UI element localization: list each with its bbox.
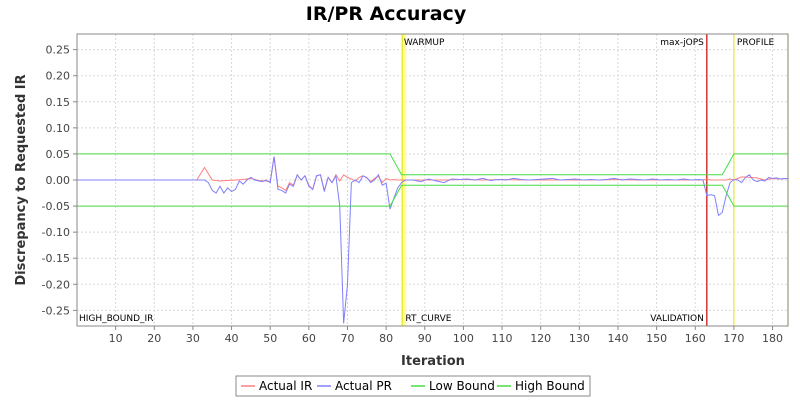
series-line-3	[77, 153, 788, 176]
marker-label-6: HIGH_BOUND_IR	[79, 314, 153, 324]
legend-label-0: Actual IR	[259, 379, 312, 393]
x-tick-label-9: 100	[453, 332, 474, 345]
x-tick-label-17: 180	[762, 332, 783, 345]
x-tick-label-10: 110	[492, 332, 513, 345]
series-line-2	[77, 184, 788, 207]
legend: Actual IR Actual PR Low Bound High Bound	[235, 375, 591, 397]
marker-label-4: PROFILE	[737, 38, 775, 48]
y-tick-label-0: -0.25	[42, 304, 70, 317]
plot-area: WARMUP RT_CURVE max-jOPS VALIDATION PROFILE H…	[42, 33, 789, 345]
x-tick-label-7: 80	[379, 332, 393, 345]
x-tick-label-6: 70	[340, 332, 354, 345]
marker-label-0: WARMUP	[404, 38, 445, 48]
x-tick-label-1: 20	[147, 332, 161, 345]
y-tick-label-5: 0.00	[46, 174, 71, 187]
marker-label-1: RT_CURVE	[405, 314, 451, 324]
x-tick-label-0: 10	[109, 332, 123, 345]
x-tick-label-3: 40	[225, 332, 239, 345]
y-tick-label-3: -0.10	[42, 226, 70, 239]
marker-label-3: VALIDATION	[650, 314, 704, 324]
x-tick-label-4: 50	[263, 332, 277, 345]
y-tick-label-6: 0.05	[46, 148, 71, 161]
x-tick-label-2: 30	[186, 332, 200, 345]
x-tick-label-13: 140	[607, 332, 628, 345]
y-tick-label-1: -0.20	[42, 278, 70, 291]
x-axis-label: Iteration	[401, 354, 465, 369]
x-tick-label-5: 60	[302, 332, 316, 345]
chart-title: IR/PR Accuracy	[306, 3, 467, 25]
series-line-1	[77, 156, 788, 324]
legend-label-3: High Bound	[515, 379, 585, 393]
y-tick-label-8: 0.15	[46, 96, 71, 109]
legend-label-1: Actual PR	[335, 379, 392, 393]
y-tick-label-4: -0.05	[42, 200, 70, 213]
y-axis-label: Discrepancy to Requested IR	[14, 74, 29, 285]
x-tick-label-11: 120	[530, 332, 551, 345]
y-tick-label-2: -0.15	[42, 252, 70, 265]
x-tick-label-16: 170	[723, 332, 744, 345]
y-tick-label-9: 0.20	[46, 70, 71, 83]
x-tick-label-14: 150	[646, 332, 667, 345]
x-tick-label-15: 160	[685, 332, 706, 345]
x-tick-label-12: 130	[569, 332, 590, 345]
y-tick-label-10: 0.25	[46, 44, 71, 57]
y-tick-label-7: 0.10	[46, 122, 71, 135]
x-tick-label-8: 90	[418, 332, 432, 345]
marker-label-2: max-jOPS	[660, 38, 704, 48]
legend-label-2: Low Bound	[429, 379, 495, 393]
